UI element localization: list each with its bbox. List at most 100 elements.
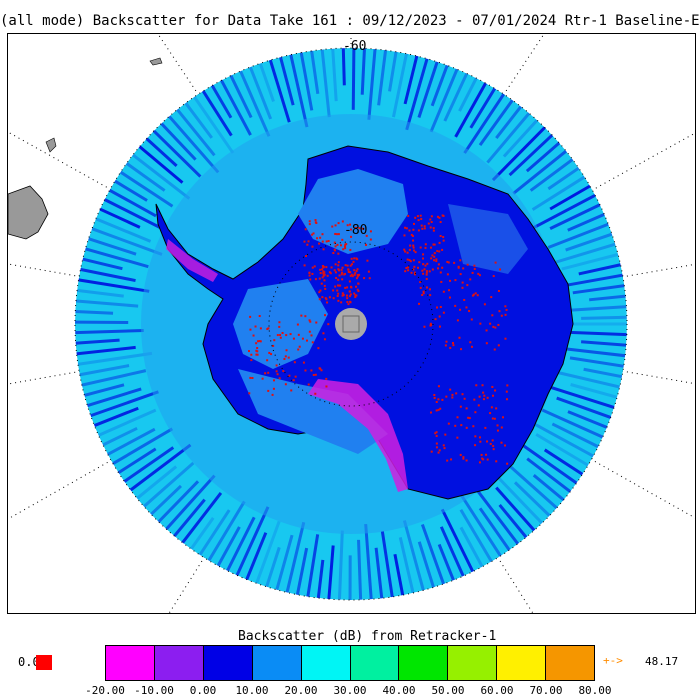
speckle xyxy=(288,374,291,377)
speckle xyxy=(445,395,448,398)
speckle xyxy=(249,328,252,331)
speckle xyxy=(442,239,445,242)
speckle xyxy=(355,294,358,297)
speckle xyxy=(406,258,409,261)
speckle xyxy=(337,284,340,287)
speckle xyxy=(351,263,354,266)
speckle xyxy=(341,278,344,281)
streak xyxy=(330,48,338,102)
speckle xyxy=(292,337,295,340)
high-backscatter-speckle xyxy=(248,214,509,465)
speckle xyxy=(433,393,436,396)
speckle xyxy=(347,303,350,306)
speckle xyxy=(408,248,411,251)
speckle xyxy=(355,257,358,260)
speckle xyxy=(348,280,351,283)
speckle xyxy=(304,315,307,318)
speckle xyxy=(349,248,352,251)
streak xyxy=(126,443,192,494)
streak xyxy=(454,78,489,138)
speckle xyxy=(463,397,466,400)
streak xyxy=(327,545,335,600)
speckle xyxy=(349,264,352,267)
speckle xyxy=(312,232,315,235)
speckle xyxy=(423,325,426,328)
streak xyxy=(305,534,320,600)
speckle xyxy=(435,400,438,403)
speckle xyxy=(355,226,358,229)
speckle xyxy=(497,344,500,347)
speckle xyxy=(505,390,508,393)
streak xyxy=(75,338,120,346)
streak xyxy=(583,367,627,379)
speckle xyxy=(446,273,449,276)
streak xyxy=(298,48,314,111)
speckle xyxy=(337,222,340,225)
speckle xyxy=(405,267,408,270)
color-bin-9 xyxy=(546,646,595,680)
streak xyxy=(440,508,476,576)
speckle xyxy=(456,436,459,439)
speckle xyxy=(504,305,507,308)
speckle xyxy=(435,434,438,437)
speckle xyxy=(363,277,366,280)
streak xyxy=(309,48,320,94)
speckle xyxy=(270,353,273,356)
streak xyxy=(267,55,291,123)
speckle xyxy=(337,252,340,255)
speckle xyxy=(279,336,282,339)
speckle xyxy=(425,286,428,289)
streak xyxy=(531,173,589,211)
speckle xyxy=(450,458,453,461)
speckle xyxy=(449,279,452,282)
speckle xyxy=(435,409,438,412)
speckle xyxy=(475,384,478,387)
speckle xyxy=(350,257,353,260)
tick-label: 10.00 xyxy=(235,684,269,697)
speckle xyxy=(437,267,440,270)
speckle xyxy=(297,348,300,351)
speckle xyxy=(422,272,425,275)
streak xyxy=(199,86,233,137)
speckle xyxy=(490,406,493,409)
speckle xyxy=(311,341,314,344)
speckle xyxy=(337,299,340,302)
speckle xyxy=(423,268,426,271)
speckle xyxy=(340,268,343,271)
speckle xyxy=(439,234,442,237)
speckle xyxy=(341,220,344,223)
streak xyxy=(403,51,420,105)
streak xyxy=(589,294,627,302)
speckle xyxy=(469,341,472,344)
streak xyxy=(274,534,294,595)
speckle xyxy=(421,294,424,297)
color-bin-1 xyxy=(154,646,204,680)
speckle xyxy=(333,269,336,272)
speckle xyxy=(338,274,341,277)
speckle xyxy=(310,334,313,337)
speckle xyxy=(493,417,496,420)
speckle xyxy=(341,271,344,274)
speckle xyxy=(496,429,499,432)
speckle xyxy=(302,361,305,364)
speckle xyxy=(278,321,281,324)
speckle xyxy=(358,273,361,276)
speckle xyxy=(326,274,329,277)
speckle xyxy=(323,314,326,317)
speckle xyxy=(467,416,470,419)
speckle xyxy=(350,273,353,276)
speckle xyxy=(485,453,488,456)
speckle xyxy=(445,340,448,343)
speckle xyxy=(258,340,261,343)
speckle xyxy=(323,271,326,274)
speckle xyxy=(339,284,342,287)
speckle xyxy=(275,364,278,367)
speckle xyxy=(308,330,311,333)
speckle xyxy=(275,370,278,373)
speckle xyxy=(353,269,356,272)
streak xyxy=(187,516,215,554)
tick-label: -10.00 xyxy=(134,684,174,697)
speckle xyxy=(256,347,259,350)
speckle xyxy=(249,376,252,379)
streak xyxy=(526,457,575,496)
